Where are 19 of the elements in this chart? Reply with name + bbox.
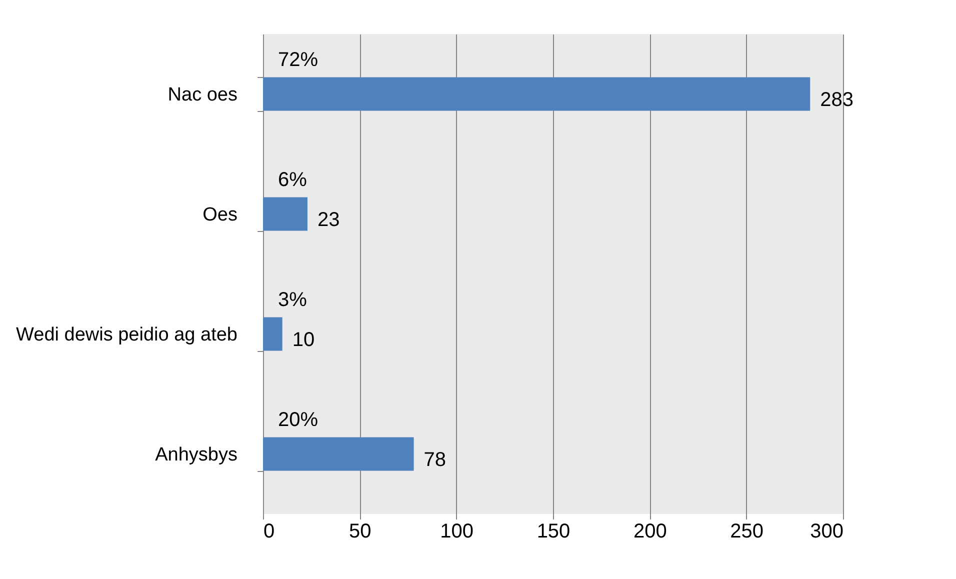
data-label: 10 — [292, 329, 315, 351]
x-tick-label: 200 — [633, 520, 667, 542]
y-tick-label: Nac oes — [168, 84, 238, 106]
data-label: 78 — [424, 449, 446, 471]
annotation: 20% — [278, 409, 318, 431]
x-tick-label: 150 — [536, 520, 570, 542]
data-label: 283 — [820, 89, 854, 111]
annotation: 3% — [278, 289, 308, 311]
x-tick-label: 300 — [810, 520, 844, 542]
x-tick-label: 250 — [730, 520, 764, 542]
annotation: 6% — [278, 169, 308, 191]
data-label: 23 — [317, 209, 340, 231]
x-tick-label: 0 — [264, 520, 275, 542]
y-tick-label: Anhysbys — [155, 444, 238, 466]
x-tick-label: 50 — [349, 520, 372, 542]
y-tick-label: Wedi dewis peidio ag ateb — [16, 324, 238, 346]
y-tick-label: Oes — [202, 204, 238, 226]
x-tick-label: 100 — [440, 520, 474, 542]
annotation: 72% — [278, 49, 318, 71]
